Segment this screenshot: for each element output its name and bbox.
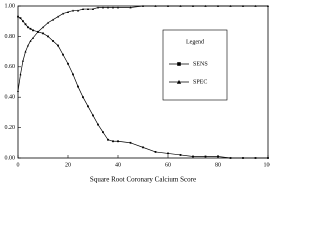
data-point	[51, 18, 55, 21]
x-tick-label: 20	[65, 162, 71, 168]
data-point	[29, 27, 32, 30]
data-point	[87, 105, 89, 108]
data-point	[112, 140, 114, 143]
data-point	[41, 26, 45, 29]
data-point	[96, 6, 100, 9]
y-tick-label: 0.60	[5, 64, 16, 70]
data-point	[204, 155, 207, 158]
data-point	[91, 7, 95, 10]
data-point	[32, 29, 34, 32]
data-point	[167, 152, 169, 155]
data-point	[31, 36, 35, 39]
data-point	[242, 157, 244, 159]
data-point	[107, 138, 109, 141]
x-tick-label: 60	[165, 162, 171, 168]
y-tick-label: 0.80	[5, 34, 16, 40]
data-point	[62, 53, 64, 56]
y-tick-label: 0.20	[5, 125, 16, 131]
x-tick-label: 80	[215, 162, 221, 168]
plot-frame	[17, 5, 269, 159]
data-point	[24, 50, 27, 53]
x-axis-label: Square Root Coronary Calcium Score	[90, 176, 196, 184]
data-point	[71, 9, 75, 12]
data-point	[254, 4, 257, 7]
legend-label: SENS	[193, 61, 208, 67]
data-point	[97, 123, 99, 126]
data-point	[66, 11, 70, 13]
data-point	[129, 6, 132, 9]
x-tick-label: 0	[17, 162, 20, 168]
page: {"chart_data": {"type": "line", "xlabel"…	[4, 3, 271, 184]
x-tick-label: 100	[264, 162, 271, 168]
data-point	[102, 131, 104, 134]
data-point	[57, 44, 59, 47]
data-point	[192, 155, 194, 158]
y-tick-label: 0.40	[5, 95, 16, 101]
y-tick-label: 0.00	[5, 155, 16, 161]
data-point	[179, 4, 182, 7]
data-point	[86, 7, 90, 10]
data-point	[19, 17, 22, 20]
data-point	[116, 6, 120, 9]
data-point	[267, 157, 269, 159]
data-point	[166, 4, 170, 7]
legend-marker	[176, 79, 182, 84]
data-point	[111, 6, 115, 9]
data-point	[76, 9, 80, 12]
data-point	[61, 12, 65, 15]
data-point	[16, 90, 20, 93]
data-point	[29, 39, 32, 42]
data-point	[56, 15, 60, 18]
data-point	[154, 4, 157, 7]
data-point	[92, 114, 94, 117]
legend-box	[162, 29, 228, 101]
data-point	[254, 157, 257, 159]
legend-marker	[177, 62, 181, 66]
data-point	[191, 4, 195, 7]
chart: Square Root Coronary Calcium Score 0.000…	[5, 3, 271, 184]
data-point	[36, 30, 40, 33]
data-point	[141, 4, 145, 7]
series-line	[17, 16, 268, 159]
data-point	[117, 140, 119, 143]
data-point	[17, 15, 19, 18]
data-point	[129, 141, 132, 144]
data-point	[42, 32, 44, 35]
data-point	[27, 26, 29, 29]
data-point	[142, 146, 144, 149]
data-point	[19, 73, 22, 76]
data-point	[179, 154, 182, 156]
data-point	[229, 157, 232, 159]
data-point	[82, 96, 84, 99]
data-point	[217, 155, 219, 158]
data-point	[24, 23, 27, 26]
data-point	[204, 4, 207, 7]
data-point	[81, 7, 85, 10]
series-line	[17, 5, 268, 92]
data-point	[52, 40, 54, 42]
data-point	[72, 73, 74, 76]
data-point	[266, 4, 270, 7]
data-point	[46, 21, 50, 24]
data-point	[22, 20, 24, 23]
data-point	[241, 4, 245, 7]
data-point	[26, 44, 30, 47]
data-point	[47, 35, 49, 38]
x-tick-label: 40	[115, 162, 121, 168]
data-point	[216, 4, 220, 7]
legend-title: Legend	[186, 39, 204, 45]
data-point	[77, 85, 79, 88]
data-point	[154, 151, 157, 153]
data-point	[229, 4, 232, 7]
data-point	[21, 59, 25, 62]
data-point	[106, 6, 110, 9]
data-point	[67, 62, 69, 65]
data-point	[101, 6, 105, 9]
y-tick-label: 1.00	[5, 3, 16, 9]
legend-label: SPEC	[193, 79, 207, 85]
